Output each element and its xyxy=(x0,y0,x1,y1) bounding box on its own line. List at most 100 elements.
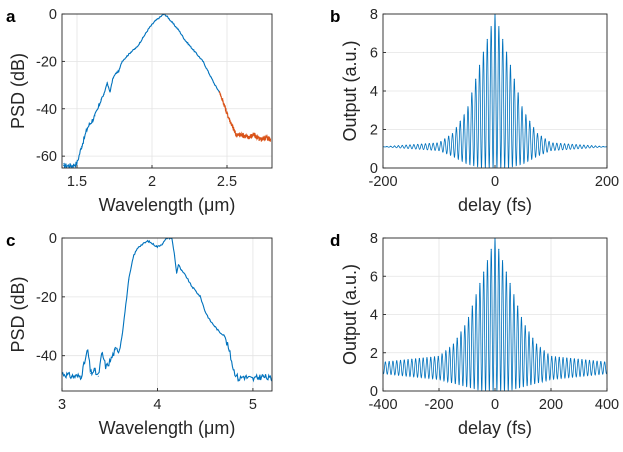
data-point xyxy=(101,352,103,354)
data-point xyxy=(87,349,89,351)
data-point xyxy=(154,20,156,22)
data-point xyxy=(241,134,243,136)
fringe-peak xyxy=(432,142,434,144)
data-point xyxy=(80,375,82,377)
fringe-peak xyxy=(525,114,527,116)
fringe-peak xyxy=(498,26,500,28)
data-point xyxy=(209,319,211,321)
data-point xyxy=(199,296,201,298)
y-axis-label: Output (a.u.) xyxy=(340,264,360,365)
data-point xyxy=(147,240,149,242)
fringe-peak xyxy=(591,145,593,147)
fringe-peak xyxy=(547,353,549,355)
data-point xyxy=(180,269,182,271)
data-point xyxy=(270,139,271,141)
fringe-peak xyxy=(579,144,581,146)
data-point xyxy=(71,375,73,377)
fringe-peak xyxy=(417,143,419,146)
x-tick-label: -400 xyxy=(368,397,397,413)
x-axis-label: Wavelength (μm) xyxy=(99,418,236,438)
data-point xyxy=(226,113,228,115)
data-point xyxy=(118,70,120,72)
data-point xyxy=(136,46,138,48)
data-point xyxy=(235,134,237,136)
fringe-peak xyxy=(502,38,504,41)
panel-letter: a xyxy=(6,7,16,26)
y-tick-label: -20 xyxy=(36,54,57,70)
data-point xyxy=(133,255,135,257)
fringe-peak xyxy=(529,120,531,123)
y-tick-label: 6 xyxy=(370,269,378,285)
fringe-peak xyxy=(596,360,598,362)
fringe-peak xyxy=(456,337,458,339)
fringe-peak xyxy=(544,138,546,140)
fringe-peak xyxy=(388,361,390,363)
fringe-peak xyxy=(517,92,519,94)
fringe-peak xyxy=(433,356,436,358)
fringe-peak xyxy=(539,347,541,349)
fringe-peak xyxy=(413,144,415,146)
data-point xyxy=(112,77,114,79)
x-tick-label: -200 xyxy=(368,174,397,190)
fringe-peak xyxy=(558,356,560,359)
x-tick-label: 0 xyxy=(491,397,499,413)
data-point xyxy=(106,82,108,84)
axes-frame xyxy=(61,237,273,392)
data-point xyxy=(252,378,254,380)
panel-letter: d xyxy=(330,231,340,250)
data-point xyxy=(228,349,230,351)
x-tick-label: 200 xyxy=(595,174,619,190)
data-point xyxy=(208,72,210,74)
data-point xyxy=(238,378,240,380)
data-point xyxy=(219,91,220,93)
x-tick-label: 3 xyxy=(58,397,66,413)
fringe-peak xyxy=(440,141,442,143)
data-point xyxy=(195,290,197,292)
fringe-peak xyxy=(573,358,575,360)
fringe-peak xyxy=(467,106,469,108)
data-point xyxy=(219,331,220,333)
fringe-peak xyxy=(543,350,545,352)
fringe-peak xyxy=(505,51,508,53)
fringe-peak xyxy=(482,51,485,53)
fringe-peak xyxy=(444,138,446,140)
fringe-peak xyxy=(571,143,573,146)
fringe-peak xyxy=(452,343,455,346)
data-point xyxy=(184,39,186,41)
y-tick-label: -40 xyxy=(36,349,57,365)
fringe-peak xyxy=(513,78,515,80)
fringe-peak xyxy=(471,305,473,307)
fringe-peak xyxy=(399,359,402,362)
y-axis-label: Output (a.u.) xyxy=(340,40,360,141)
data-point xyxy=(90,372,92,374)
fringe-peak xyxy=(420,143,423,145)
fringe-peak xyxy=(422,357,424,359)
fringe-peak xyxy=(551,356,553,358)
fringe-peak xyxy=(588,359,591,362)
data-point xyxy=(172,22,174,24)
y-tick-label: 0 xyxy=(49,7,57,23)
y-tick-label: -20 xyxy=(36,290,57,306)
fringe-peak xyxy=(548,141,550,143)
fringe-peak xyxy=(445,350,447,352)
fringe-peak xyxy=(528,331,530,333)
data-point xyxy=(128,278,130,280)
data-point xyxy=(72,165,73,167)
fringe-peak xyxy=(384,361,386,363)
data-point xyxy=(265,136,267,138)
data-point xyxy=(100,98,102,100)
fringe-peak xyxy=(405,144,407,146)
data-point xyxy=(214,325,216,327)
data-point xyxy=(152,243,154,245)
data-point xyxy=(156,246,158,248)
data-point xyxy=(103,94,105,96)
fringe-peak xyxy=(563,143,566,145)
data-point xyxy=(176,272,178,274)
fringe-peak xyxy=(598,145,600,147)
data-point xyxy=(76,162,78,164)
fringe-peak xyxy=(424,143,427,145)
y-tick-label: 4 xyxy=(370,84,378,100)
data-point xyxy=(87,127,88,129)
data-point xyxy=(67,165,69,167)
